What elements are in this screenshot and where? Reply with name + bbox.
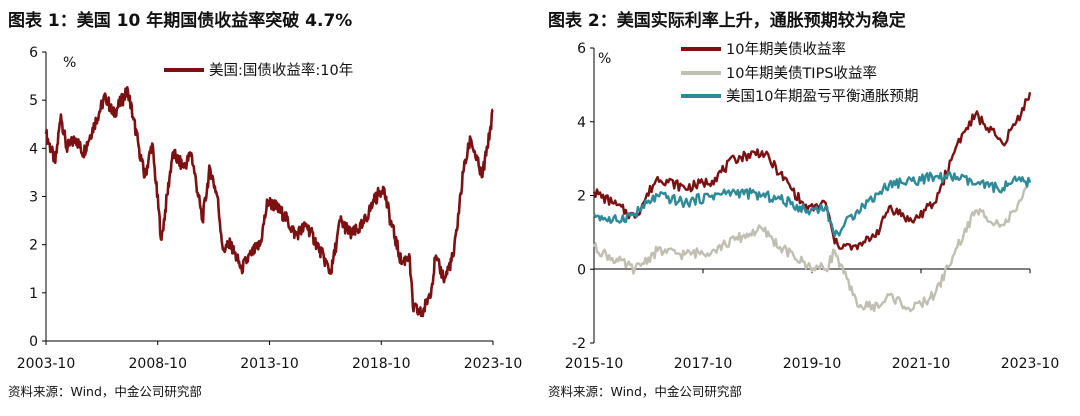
chart1-ytick-label: 4 — [29, 141, 38, 157]
chart2-xtick-label: 2021-10 — [892, 356, 951, 372]
chart2-legend-label-2: 10年期美债TIPS收益率 — [726, 65, 877, 82]
chart1-ytick-label: 2 — [29, 238, 38, 254]
chart1-ytick-label: 5 — [29, 93, 38, 109]
chart2-ytick-label: -2 — [572, 336, 586, 352]
chart1-ytick-label: 1 — [29, 286, 38, 302]
chart2-legend-label-3: 美国10年期盈亏平衡通胀预期 — [726, 88, 918, 105]
chart2-ytick-label: 0 — [577, 262, 586, 278]
chart2-ytick-label: 2 — [577, 189, 586, 205]
chart2-series-line-2 — [592, 177, 1031, 313]
chart2-legend: 10年期美债收益率 10年期美债TIPS收益率 美国10年期盈亏平衡通胀预期 — [681, 41, 918, 105]
chart2-series-line-1 — [592, 92, 1032, 251]
chart2-unit-label: % — [598, 51, 611, 67]
chart1-xtick-label: 2023-10 — [464, 356, 523, 372]
chart1-unit-label: % — [63, 55, 76, 71]
chart2-xtick-label: 2019-10 — [783, 356, 842, 372]
chart1-ytick-label: 6 — [29, 45, 38, 61]
chart1-ytick-label: 3 — [29, 190, 38, 206]
chart1-title: 图表 1：美国 10 年期国债收益率突破 4.7% — [8, 11, 353, 31]
chart2-ytick-label: 6 — [577, 41, 586, 57]
chart1-series-line-1 — [44, 86, 494, 318]
chart2-xtick-label: 2015-10 — [565, 356, 624, 372]
chart2-xtick-label: 2023-10 — [1001, 356, 1060, 372]
chart2-legend-label-1: 10年期美债收益率 — [726, 41, 846, 58]
chart2-source: 资料来源：Wind，中金公司研究部 — [548, 384, 742, 399]
chart2-xtick-label: 2017-10 — [674, 356, 733, 372]
chart1-xtick-label: 2003-10 — [17, 356, 76, 372]
chart1-xtick-label: 2008-10 — [129, 356, 188, 372]
chart1-legend: 美国:国债收益率:10年 — [164, 62, 353, 79]
chart1-xtick-label: 2018-10 — [352, 356, 411, 372]
chart2-series-line-3 — [592, 171, 1032, 238]
chart1-axes — [45, 52, 493, 342]
chart1-ytick-label: 0 — [29, 334, 38, 350]
chart2-ytick-label: 4 — [577, 115, 586, 131]
chart1-xtick-label: 2013-10 — [240, 356, 299, 372]
chart1-legend-label: 美国:国债收益率:10年 — [209, 62, 353, 79]
chart2-title: 图表 2：美国实际利率上升，通胀预期较为稳定 — [548, 11, 906, 31]
chart1-source: 资料来源：Wind，中金公司研究部 — [8, 384, 202, 399]
